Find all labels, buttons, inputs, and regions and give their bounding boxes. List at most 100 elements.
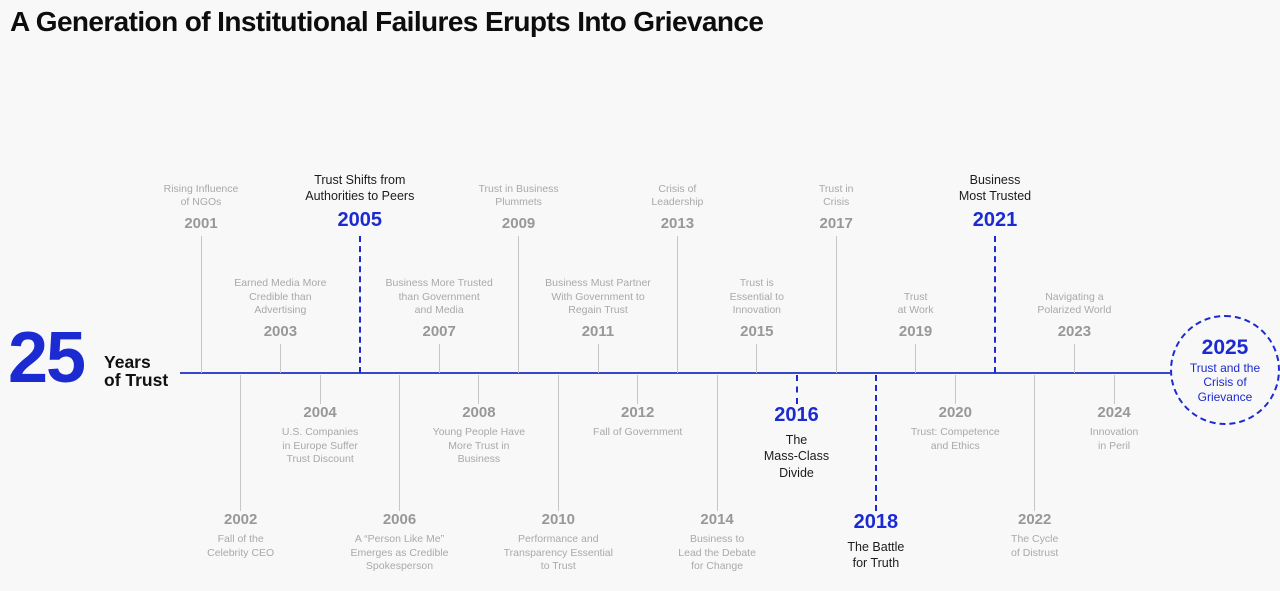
event-year-2021: 2021 [972,209,1018,231]
connector-2002 [240,375,242,511]
event-label-2004: U.S. Companies in Europe Suffer Trust Di… [281,426,359,466]
timeline-entry-2007: Business More Trusted than Government an… [359,262,519,340]
event-year-2011: 2011 [581,323,615,340]
event-label-2009: Trust in Business Plummets [478,182,559,209]
connector-2015 [756,344,758,373]
timeline-entry-2020: 2020 Trust: Competence and Ethics [875,404,1035,453]
connector-2016 [795,375,798,404]
event-label-2019: Trust at Work [897,290,934,317]
event-label-2007: Business More Trusted than Government an… [385,277,493,317]
timeline-entry-2010: 2010 Performance and Transparency Essenti… [478,511,638,574]
connector-2005 [358,236,361,373]
event-year-2006: 2006 [382,511,417,528]
event-year-2016: 2016 [774,404,819,426]
event-label-2020: Trust: Competence and Ethics [910,426,1000,452]
timeline-entry-2024: 2024 Innovation in Peril [1034,404,1194,453]
event-year-2022: 2022 [1018,511,1052,528]
timeline-entry-2003: Earned Media More Credible than Advertis… [200,262,360,340]
timeline-entry-2011: Business Must Partner With Government to… [518,262,678,340]
event-year-2009: 2009 [501,215,536,232]
connector-2012 [637,375,639,404]
event-year-2024: 2024 [1097,404,1131,421]
timeline-entry-2018: 2018 The Battle for Truth [796,511,956,572]
event-label-2012: Fall of Government [593,426,683,438]
brand-number-25: 25 [8,318,86,398]
connector-2004 [319,375,321,404]
timeline-entry-2001: Rising Influence of NGOs 2001 [121,170,281,232]
timeline-entry-2017: Trust in Crisis 2017 [756,170,916,232]
event-label-2002: Fall of the Celebrity CEO [207,533,275,559]
event-label-2013: Crisis of Leadership [651,182,704,209]
connector-2022 [1034,375,1036,511]
timeline-entry-2006: 2006 A “Person Like Me” Emerges as Credib… [320,511,480,574]
event-label-2001: Rising Influence of NGOs [163,182,239,209]
connector-2019 [915,344,917,373]
event-label-2008: Young People Have More Trust in Business [432,426,526,466]
connector-2003 [279,344,281,373]
event-year-2020: 2020 [938,404,972,421]
event-year-2012: 2012 [621,404,655,421]
event-label-2015: Trust is Essential to Innovation [729,277,784,317]
timeline-entry-2023: Navigating a Polarized World 2023 [994,262,1154,340]
timeline-entry-2012: 2012 Fall of Government [558,404,718,440]
timeline-entry-2004: 2004 U.S. Companies in Europe Suffer Trus… [240,404,400,467]
event-year-2023: 2023 [1057,323,1092,340]
event-year-2013: 2013 [660,215,695,232]
event-year-2003: 2003 [263,323,298,340]
page-title: A Generation of Institutional Failures E… [10,6,764,37]
event-year-2019: 2019 [898,323,933,340]
event-label-2010: Performance and Transparency Essential t… [503,533,613,573]
timeline-entry-2021: Business Most Trusted 2021 [915,170,1075,232]
event-label-2023: Navigating a Polarized World [1037,290,1112,317]
event-year-2008: 2008 [462,404,496,421]
event-year-2018: 2018 [853,511,899,533]
timeline-entry-2002: 2002 Fall of the Celebrity CEO [161,511,321,560]
timeline-entry-2016: 2016 The Mass-Class Divide [717,404,877,481]
event-year-2001: 2001 [184,215,218,232]
event-year-2002: 2002 [224,511,258,528]
event-label-2018: The Battle for Truth [847,540,905,571]
connector-2008 [478,375,480,404]
connector-2023 [1073,344,1075,373]
connector-2014 [716,375,718,511]
event-label-2024: Innovation in Peril [1089,426,1139,452]
event-year-2004: 2004 [303,404,337,421]
event-label-2017: Trust in Crisis [818,182,854,209]
connector-2011 [597,344,599,373]
timeline-entry-2014: 2014 Business to Lead the Debate for Chan… [637,511,797,574]
final-node-label: Trust and the Crisis of Grievance [1189,360,1261,404]
timeline-entry-2013: Crisis of Leadership 2013 [597,170,757,232]
connector-2021 [994,236,996,373]
event-label-2016: The Mass-Class Divide [763,433,830,480]
timeline-entry-2015: Trust is Essential to Innovation 2015 [677,262,837,340]
final-node-year: 2025 [1201,335,1249,359]
event-label-2006: A “Person Like Me” Emerges as Credible S… [350,533,449,573]
event-label-2014: Business to Lead the Debate for Change [678,533,756,573]
connector-2010 [557,375,559,511]
event-year-2007: 2007 [422,323,456,340]
event-year-2017: 2017 [819,215,853,232]
final-node-2025: 2025 Trust and the Crisis of Grievance [1170,315,1280,425]
event-year-2005: 2005 [337,209,383,231]
event-label-2003: Earned Media More Credible than Advertis… [234,277,327,317]
timeline-entry-2008: 2008 Young People Have More Trust in Busi… [399,404,559,467]
connector-2017 [835,236,837,373]
timeline-entry-2005: Trust Shifts from Authorities to Peers 20… [280,170,440,232]
connector-2013 [676,236,678,373]
event-label-2005: Trust Shifts from Authorities to Peers [305,172,415,203]
connector-2018 [874,375,877,511]
event-label-2022: The Cycle of Distrust [1011,533,1059,559]
connector-2020 [954,375,956,404]
brand-label-years-of-trust: Years of Trust [104,352,169,390]
connector-2024 [1113,375,1115,404]
event-year-2014: 2014 [700,511,734,528]
connector-2009 [518,236,520,373]
event-label-2021: Business Most Trusted [958,172,1032,203]
event-year-2010: 2010 [541,511,575,528]
connector-2007 [438,344,440,373]
timeline-axis [180,372,1170,374]
connector-2001 [200,236,202,373]
event-year-2015: 2015 [740,323,774,340]
timeline-entry-2009: Trust in Business Plummets 2009 [439,170,599,232]
